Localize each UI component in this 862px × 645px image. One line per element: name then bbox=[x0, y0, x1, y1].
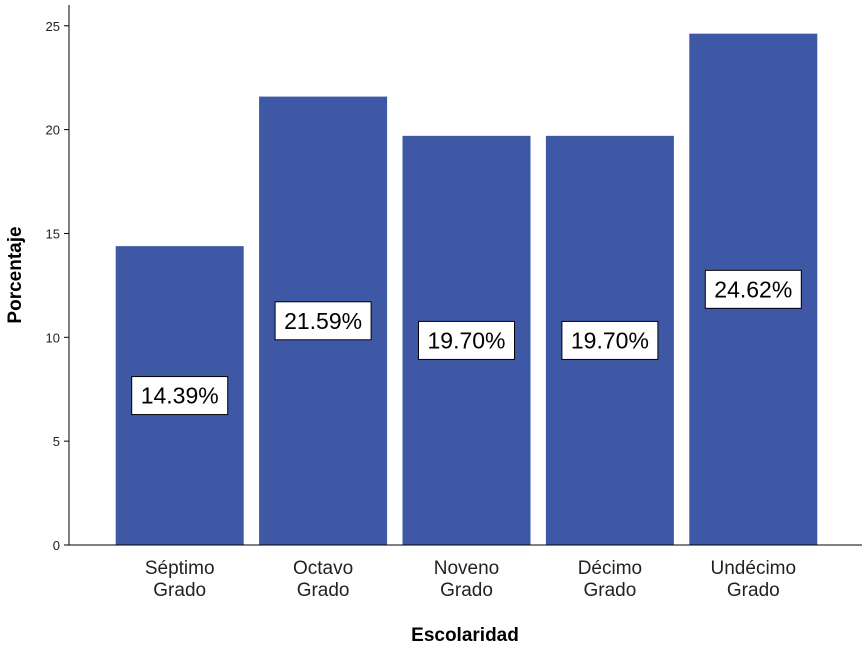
y-axis-title: Porcentaje bbox=[5, 226, 26, 323]
y-axis-ticks: 0 5 10 15 20 25 bbox=[46, 19, 69, 553]
data-labels: 14.39% 21.59% 19.70% 19.70% 24.62% bbox=[131, 269, 802, 416]
y-tick-label: 20 bbox=[46, 123, 60, 138]
y-tick-label: 15 bbox=[46, 226, 60, 241]
y-tick-label: 5 bbox=[53, 434, 60, 449]
y-tick-label: 25 bbox=[46, 19, 60, 34]
data-label: 19.70% bbox=[427, 327, 505, 353]
x-axis-title: Escolaridad bbox=[411, 625, 519, 645]
data-label-box bbox=[418, 320, 515, 360]
y-tick-label: 0 bbox=[53, 538, 60, 553]
data-label: 24.62% bbox=[714, 276, 792, 302]
x-tick-label: Undécimo Grado bbox=[711, 558, 797, 601]
data-label-box bbox=[704, 269, 802, 309]
data-label: 19.70% bbox=[571, 327, 649, 353]
x-tick-label: Séptimo Grado bbox=[145, 558, 215, 601]
x-axis-ticks: Séptimo Grado Octavo Grado Noveno Grado Décimo… bbox=[145, 558, 796, 601]
data-label-box bbox=[561, 320, 659, 360]
data-label: 14.39% bbox=[141, 383, 219, 409]
data-label-box bbox=[274, 301, 372, 341]
x-tick-label: Décimo Grado bbox=[578, 558, 642, 601]
x-tick-label: Noveno Grado bbox=[434, 558, 500, 601]
x-tick-label: Octavo Grado bbox=[293, 558, 353, 601]
data-label: 21.59% bbox=[284, 308, 362, 334]
data-label-box bbox=[131, 376, 229, 416]
y-tick-label: 10 bbox=[46, 330, 60, 345]
